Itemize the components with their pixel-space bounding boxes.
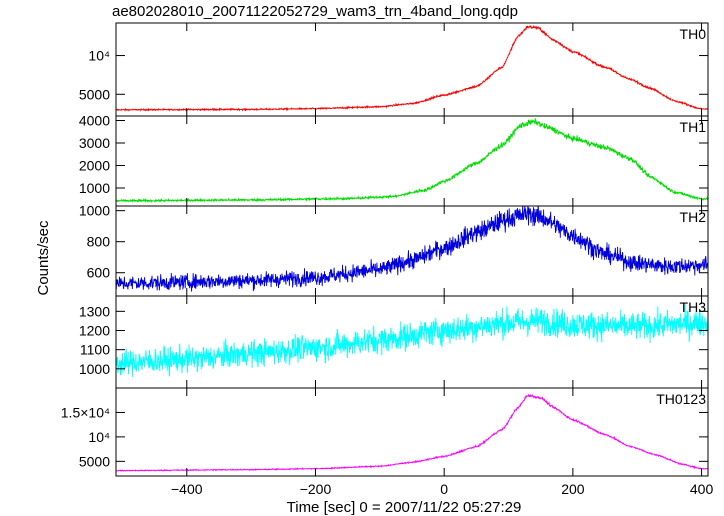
x-tick-label: −200: [300, 481, 332, 497]
panel-th1: 1000 2000 3000 4000 TH1: [79, 113, 709, 207]
panel-th2: 600 800 1000 TH2: [79, 203, 709, 297]
y-tick-label: 5000: [79, 453, 110, 469]
panel-th0123: 5000 10⁴ 1.5×10⁴ TH0123: [61, 387, 709, 477]
y-tick-label: 600: [87, 265, 111, 281]
y-axis-label: Counts/sec: [35, 220, 52, 296]
series-line-th1: [116, 118, 708, 204]
y-tick-label: 1000: [79, 361, 110, 377]
panel-frame: [115, 295, 709, 389]
panel-label: TH3: [680, 299, 707, 315]
x-tick-label: −400: [171, 481, 203, 497]
y-tick-label: 2000: [79, 158, 110, 174]
x-tick-label: 400: [690, 481, 714, 497]
series-line-th0123: [116, 393, 708, 473]
y-tick-label: 4000: [79, 113, 110, 129]
y-tick-label: 1100: [80, 342, 110, 358]
panel-label: TH0123: [656, 391, 706, 407]
y-tick-label: 10⁴: [88, 48, 110, 64]
x-tick-label: 0: [440, 481, 448, 497]
panel-frame: [115, 22, 709, 117]
y-tick-label: 800: [87, 234, 111, 250]
panel-frame: [115, 387, 709, 477]
panel-label: TH0: [680, 26, 707, 42]
y-tick-label: 3000: [79, 135, 110, 151]
panel-label: TH1: [680, 119, 707, 135]
y-tick-label: 1.5×10⁴: [61, 404, 110, 420]
panel-label: TH2: [680, 209, 707, 225]
series-line-th2: [116, 206, 708, 292]
chart-title: ae802028010_20071122052729_wam3_trn_4ban…: [112, 3, 518, 20]
y-tick-label: 1300: [79, 303, 110, 319]
y-tick-label: 1000: [79, 203, 110, 219]
series-line-th0: [116, 24, 708, 112]
x-axis-label: Time [sec] 0 = 2007/11/22 05:27:29: [287, 499, 522, 516]
y-tick-label: 10⁴: [88, 429, 110, 445]
x-tick-label: 200: [561, 481, 585, 497]
y-tick-label: 1000: [79, 180, 110, 196]
y-tick-label: 5000: [79, 86, 110, 102]
panel-th3: 1000 1100 1200 1300 TH3: [79, 295, 709, 389]
panel-th0: 5000 10⁴ TH0: [79, 22, 709, 117]
y-tick-label: 1200: [79, 323, 110, 339]
series-line-th3: [116, 304, 708, 378]
